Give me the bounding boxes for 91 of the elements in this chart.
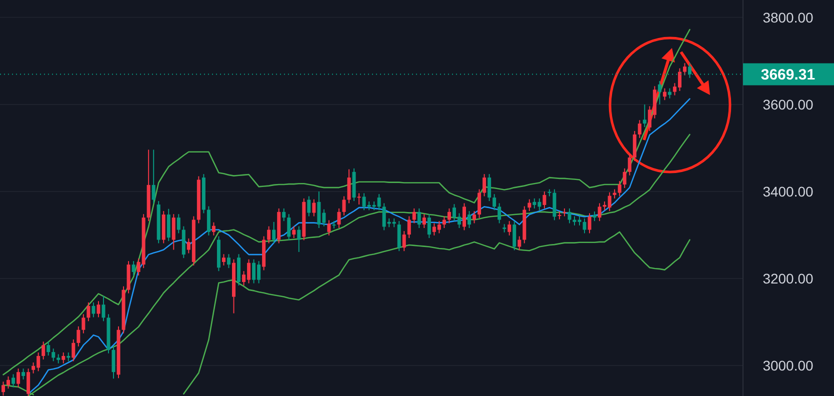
candlestick — [282, 208, 286, 222]
candlestick — [592, 210, 596, 222]
candlestick — [468, 210, 472, 229]
candlestick — [518, 236, 522, 251]
candlestick — [206, 206, 210, 236]
candlestick — [478, 188, 482, 219]
candlestick — [102, 295, 106, 322]
candlestick — [612, 188, 616, 199]
candlestick — [422, 214, 426, 229]
candlestick — [588, 212, 592, 234]
candlestick — [226, 254, 230, 269]
candlestick — [287, 214, 291, 241]
candlestick — [632, 130, 636, 162]
candlestick — [347, 168, 351, 204]
candlestick — [498, 202, 502, 224]
candlestick — [492, 194, 496, 211]
candlestick — [658, 80, 662, 105]
candlestick — [482, 174, 486, 197]
candlestick — [342, 196, 346, 216]
candlestick — [22, 368, 26, 380]
candlestick — [572, 216, 576, 226]
candlestick — [682, 62, 686, 76]
candlestick — [16, 368, 20, 388]
candlestick — [166, 208, 170, 242]
candlestick — [668, 88, 672, 99]
candlestick — [638, 120, 642, 138]
candlestick — [447, 208, 451, 224]
candlestick — [582, 218, 586, 234]
candlestick — [52, 348, 56, 362]
y-tick-label: 3800.00 — [762, 9, 814, 26]
candlestick — [327, 220, 331, 236]
candlestick — [12, 374, 16, 388]
candlestick — [407, 216, 411, 239]
candlestick — [172, 214, 176, 250]
candlestick — [26, 368, 30, 396]
candlestick — [62, 352, 66, 364]
candlestick — [76, 326, 80, 347]
candlestick — [427, 214, 431, 239]
candlestick — [292, 226, 296, 239]
candlestick — [112, 346, 116, 380]
candlestick — [662, 88, 666, 101]
candlestick — [267, 226, 271, 244]
candlestick — [2, 381, 6, 396]
candlestick — [562, 208, 566, 217]
candlestick — [598, 202, 602, 222]
candlestick — [337, 208, 341, 229]
candlestick — [56, 354, 60, 364]
candlestick — [212, 222, 216, 236]
candlestick — [222, 254, 226, 266]
candlestick — [552, 188, 556, 221]
candlestick — [442, 216, 446, 229]
candlestick — [628, 154, 632, 176]
candlestick — [488, 174, 492, 202]
candlestick — [578, 216, 582, 226]
candlestick — [472, 210, 476, 224]
y-tick-label: 3600.00 — [762, 96, 814, 112]
candlestick — [132, 260, 136, 276]
y-tick-label: 3200.00 — [762, 270, 814, 286]
candlestick — [82, 314, 86, 334]
candlestick — [462, 202, 466, 231]
candlestick — [272, 221, 276, 244]
candlestick — [528, 198, 532, 212]
y-tick-label: 3400.00 — [762, 183, 814, 200]
candlestick — [542, 190, 546, 209]
candlestick — [568, 208, 572, 224]
line-series — [2, 28, 690, 376]
candlestick — [72, 338, 76, 362]
candlestick — [642, 104, 646, 128]
candlestick — [512, 220, 516, 251]
candlestick — [152, 149, 156, 204]
candlestick — [307, 196, 311, 217]
ref-line-label: 3669.31 — [760, 66, 816, 84]
candlestick — [508, 220, 512, 236]
candlestick — [86, 302, 90, 322]
candlestick — [397, 220, 401, 252]
candlestick — [312, 198, 316, 217]
candlestick — [412, 208, 416, 224]
candlestick — [6, 376, 10, 390]
candlestick — [92, 302, 96, 318]
candlestick — [357, 192, 361, 206]
candlestick — [96, 300, 100, 318]
candlestick — [176, 214, 180, 234]
candlestick — [417, 208, 421, 229]
y-tick-label: 3000.00 — [762, 357, 814, 374]
candlestick — [297, 226, 301, 252]
candlestick — [618, 180, 622, 197]
candlestick — [402, 230, 406, 252]
candlestick — [622, 168, 626, 188]
candlestick — [558, 210, 562, 220]
candlestick — [42, 341, 46, 360]
candlestick — [46, 341, 50, 356]
